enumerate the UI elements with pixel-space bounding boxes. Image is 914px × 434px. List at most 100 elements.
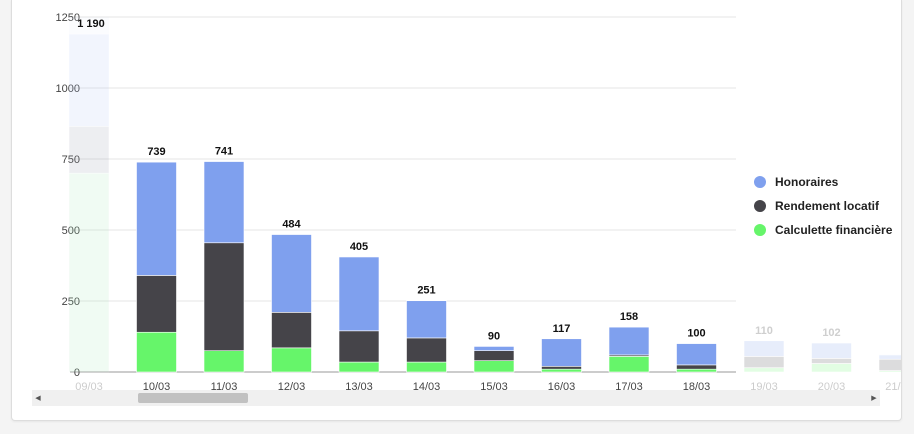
bar-segment-honoraires[interactable]	[541, 338, 582, 367]
bar-segment-rendement-locatif[interactable]	[203, 242, 245, 351]
y-tick-label: 1000	[56, 83, 80, 95]
bar-total-label: 90	[488, 330, 500, 342]
bar-segment-calculette-financiere[interactable]	[338, 361, 380, 373]
bar-segment-rendement-locatif[interactable]	[811, 358, 852, 364]
x-tick-label: 10/03	[143, 381, 171, 390]
y-tick-label: 500	[62, 225, 80, 237]
bar-segment-honoraires[interactable]	[743, 340, 785, 357]
bar-background-highlight	[69, 17, 109, 372]
bar-total-label: 251	[417, 285, 435, 297]
y-tick-label: 750	[62, 154, 80, 166]
bars	[68, 17, 901, 373]
bar-group-18-03[interactable]	[676, 343, 717, 373]
bar-segment-calculette-financiere[interactable]	[541, 368, 582, 373]
bar-group-17-03[interactable]	[608, 326, 650, 373]
legend-dot-honoraires	[754, 176, 766, 188]
x-tick-label: 09/03	[75, 381, 103, 390]
x-tick-label: 14/03	[413, 381, 441, 390]
legend-item-calculette-financiere[interactable]: Calculette financière	[754, 218, 892, 242]
x-axis-ticks: 09/03 10/03 11/03 12/03 13/03 14/03 15/03 16/03…	[75, 381, 901, 390]
bar-segment-calculette-financiere[interactable]	[878, 370, 901, 373]
bar-total-label: 110	[755, 325, 773, 337]
bar-segment-rendement-locatif[interactable]	[136, 275, 177, 333]
bar-segment-rendement-locatif[interactable]	[271, 312, 312, 349]
x-tick-label: 21/03	[885, 381, 901, 390]
bar-segment-honoraires[interactable]	[68, 33, 110, 127]
stacked-bar-chart: 0 250 500 750 1000 1250 1 190 739 741 484 405 251 9…	[56, 12, 901, 390]
bar-segment-rendement-locatif[interactable]	[676, 364, 717, 370]
bar-group-09-03[interactable]	[68, 17, 110, 373]
horizontal-scrollbar[interactable]: ◀ ▶	[32, 390, 880, 406]
chart-card: 0 250 500 750 1000 1250 1 190 739 741 484 405 251 9…	[11, 0, 902, 421]
bar-segment-calculette-financiere[interactable]	[271, 347, 312, 373]
bar-segment-rendement-locatif[interactable]	[338, 330, 380, 363]
bar-segment-rendement-locatif[interactable]	[473, 350, 515, 361]
bar-segment-calculette-financiere[interactable]	[68, 172, 110, 373]
bar-group-20-03[interactable]	[811, 342, 852, 373]
data-labels: 1 190 739 741 484 405 251 90 117 158 100 110 102	[77, 18, 840, 342]
x-tick-label: 11/03	[211, 381, 238, 390]
x-tick-label: 18/03	[683, 381, 711, 390]
bar-segment-honoraires[interactable]	[811, 342, 852, 359]
bar-total-label: 102	[822, 327, 840, 339]
y-tick-label: 1250	[56, 12, 80, 24]
x-tick-label: 12/03	[278, 381, 306, 390]
bar-group-15-03[interactable]	[473, 346, 515, 373]
bar-segment-honoraires[interactable]	[203, 161, 245, 244]
bar-segment-rendement-locatif[interactable]	[541, 366, 582, 370]
bar-segment-rendement-locatif[interactable]	[743, 356, 785, 369]
bar-total-label: 405	[350, 241, 368, 253]
scroll-left-arrow-icon[interactable]: ◀	[35, 395, 41, 402]
x-tick-label: 13/03	[345, 381, 373, 390]
bar-group-16-03[interactable]	[541, 338, 582, 373]
x-tick-label: 16/03	[548, 381, 576, 390]
bar-group-10-03[interactable]	[136, 161, 177, 373]
bar-total-label: 158	[620, 311, 638, 323]
bar-group-12-03[interactable]	[271, 234, 312, 373]
x-tick-label: 19/03	[750, 381, 778, 390]
bar-segment-honoraires[interactable]	[338, 256, 380, 332]
scroll-right-arrow-icon[interactable]: ▶	[871, 395, 877, 402]
bar-segment-rendement-locatif[interactable]	[878, 358, 901, 371]
y-axis-ticks: 0 250 500 750 1000 1250	[56, 12, 80, 379]
y-tick-label: 250	[62, 296, 80, 308]
bar-segment-honoraires[interactable]	[878, 354, 901, 360]
y-tick-label: 0	[74, 367, 80, 379]
bar-segment-honoraires[interactable]	[406, 300, 447, 339]
bar-total-label: 741	[215, 146, 233, 158]
bar-segment-calculette-financiere[interactable]	[743, 367, 785, 373]
bar-segment-calculette-financiere[interactable]	[811, 363, 852, 373]
bar-group-11-03[interactable]	[203, 161, 245, 373]
bar-segment-calculette-financiere[interactable]	[406, 361, 447, 373]
bar-group-19-03[interactable]	[743, 340, 785, 373]
legend-item-rendement-locatif[interactable]: Rendement locatif	[754, 194, 892, 218]
x-tick-label: 15/03	[480, 381, 508, 390]
bar-segment-calculette-financiere[interactable]	[608, 356, 650, 373]
bar-segment-honoraires[interactable]	[136, 161, 177, 276]
bar-segment-calculette-financiere[interactable]	[136, 331, 177, 373]
bar-group-13-03[interactable]	[338, 256, 380, 373]
legend-item-honoraires[interactable]: Honoraires	[754, 170, 892, 194]
bar-segment-calculette-financiere[interactable]	[473, 360, 515, 373]
scroll-thumb[interactable]	[138, 393, 248, 403]
bar-segment-calculette-financiere[interactable]	[203, 350, 245, 373]
bar-group-14-03[interactable]	[406, 300, 447, 373]
bar-segment-calculette-financiere[interactable]	[676, 368, 717, 373]
bar-segment-honoraires[interactable]	[676, 343, 717, 366]
legend-dot-calculette-financiere	[754, 224, 766, 236]
x-tick-label: 17/03	[615, 381, 643, 390]
legend: Honoraires Rendement locatif Calculette …	[754, 170, 892, 242]
bar-group-21-03[interactable]	[878, 354, 901, 373]
bar-total-label: 100	[687, 328, 705, 340]
bar-segment-rendement-locatif[interactable]	[68, 126, 110, 174]
bar-segment-honoraires[interactable]	[608, 326, 650, 356]
legend-dot-rendement-locatif	[754, 200, 766, 212]
bar-total-label: 117	[553, 323, 571, 335]
bar-segment-rendement-locatif[interactable]	[406, 337, 447, 363]
x-tick-label: 20/03	[818, 381, 846, 390]
bar-segment-honoraires[interactable]	[271, 234, 312, 313]
bar-segment-honoraires[interactable]	[473, 346, 515, 352]
legend-label-calculette-financiere: Calculette financière	[775, 223, 893, 237]
bar-total-label: 484	[282, 219, 301, 231]
bar-total-label: 739	[147, 146, 165, 158]
